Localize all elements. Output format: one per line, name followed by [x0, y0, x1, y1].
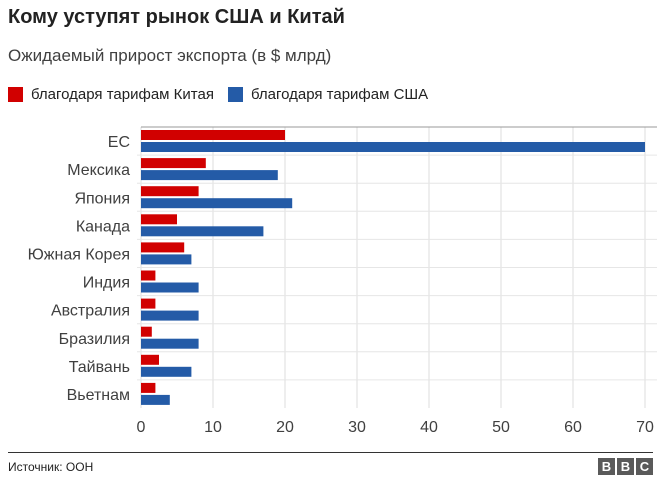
legend-item-usa: благодаря тарифам США: [227, 86, 429, 103]
legend-item-china: благодаря тарифам Китая: [8, 86, 214, 103]
bar-usa: [141, 170, 278, 181]
source-note: Источник: ООН: [8, 460, 94, 474]
category-label: Япония: [74, 190, 130, 207]
bar-china: [141, 382, 156, 393]
legend-swatch: [8, 87, 23, 102]
bar-usa: [141, 198, 293, 209]
bar-china: [141, 270, 156, 281]
bar-china: [141, 130, 285, 140]
legend-label: благодаря тарифам Китая: [31, 86, 214, 103]
bar-usa: [141, 282, 199, 293]
chart-subtitle: Ожидаемый прирост экспорта (в $ млрд): [8, 46, 332, 65]
x-tick-label: 10: [204, 419, 222, 436]
x-tick-label: 70: [636, 419, 654, 436]
footer-divider: [8, 452, 653, 453]
bar-usa: [141, 394, 170, 405]
bar-china: [141, 354, 159, 365]
category-label: Австралия: [51, 303, 130, 320]
category-label: Южная Корея: [28, 246, 130, 263]
bar-china: [141, 158, 206, 169]
bar-china: [141, 298, 156, 309]
x-tick-label: 20: [276, 419, 294, 436]
category-label: Вьетнам: [67, 387, 130, 404]
x-tick-label: 60: [564, 419, 582, 436]
legend-label: благодаря тарифам США: [250, 86, 429, 103]
x-tick-label: 30: [348, 419, 366, 436]
x-tick-label: 0: [137, 419, 146, 436]
bar-china: [141, 242, 185, 253]
chart-title: Кому уступят рынок США и Китай: [8, 6, 345, 28]
category-label: Индия: [83, 275, 130, 292]
x-tick-label: 40: [420, 419, 438, 436]
x-tick-label: 50: [492, 419, 510, 436]
bar-china: [141, 214, 177, 225]
bar-usa: [141, 366, 192, 377]
bar-china: [141, 186, 199, 197]
category-label: ЕС: [108, 134, 130, 151]
legend-swatch: [227, 87, 243, 102]
category-label: Мексика: [67, 162, 130, 179]
legend: благодаря тарифам Китая благодаря тарифа…: [8, 86, 428, 103]
category-label: Тайвань: [69, 359, 130, 376]
category-label: Бразилия: [59, 331, 130, 348]
bar-usa: [141, 226, 264, 237]
bar-china: [141, 326, 152, 337]
bar-usa: [141, 338, 199, 349]
category-label: Канада: [76, 218, 130, 235]
bar-usa: [141, 310, 199, 321]
bar-usa: [141, 142, 645, 152]
bar-usa: [141, 254, 192, 265]
